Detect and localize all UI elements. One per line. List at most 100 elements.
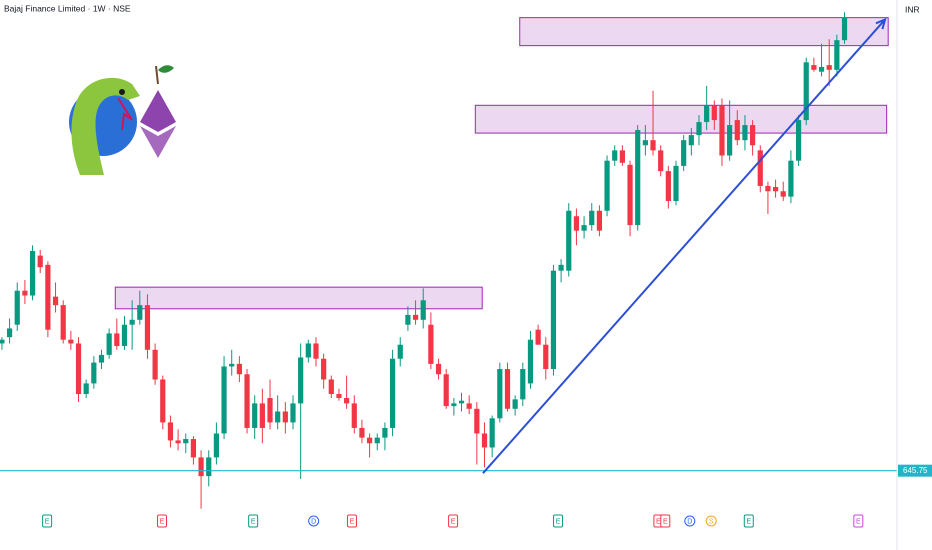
logo-stem [155, 65, 159, 85]
candle-body [742, 125, 748, 141]
candle-body [321, 358, 327, 380]
candle-body [658, 150, 664, 172]
candle-body [98, 354, 105, 363]
candle-body [788, 160, 794, 197]
candle-body [14, 290, 20, 325]
candle-body [60, 305, 66, 340]
candle-body [213, 433, 219, 458]
candle-body [206, 457, 212, 477]
candle-body [221, 366, 227, 434]
candle-body [573, 216, 580, 231]
candle-body [290, 403, 296, 423]
candle-body [642, 140, 648, 146]
event-marker [42, 514, 53, 528]
candle-body [497, 369, 503, 419]
candle-body [688, 135, 694, 146]
candle-body [183, 439, 189, 444]
candle-body [765, 185, 771, 192]
candle-body [412, 314, 419, 320]
candle-body [435, 363, 442, 375]
event-label: D [311, 518, 316, 525]
logo-eth-top [140, 90, 176, 132]
candle-body [750, 125, 756, 146]
event-marker [346, 514, 357, 528]
candle-body [841, 17, 848, 41]
candle-body [650, 140, 656, 151]
candle-body [252, 403, 258, 428]
candle-body [665, 171, 671, 201]
candle-body [106, 333, 112, 355]
candle-body [727, 125, 733, 156]
logo-snake [71, 77, 140, 175]
event-label: E [350, 518, 355, 525]
candle-body [336, 394, 342, 399]
candle-body [282, 411, 288, 423]
candle-body [780, 191, 786, 197]
candle-body [420, 300, 426, 320]
candle-body [543, 344, 549, 370]
candle-body [719, 105, 725, 156]
candle-body [627, 164, 633, 226]
candle-body [704, 105, 710, 123]
candle-body [451, 403, 457, 407]
event-marker [684, 515, 696, 527]
candle-body [275, 411, 281, 423]
event-label: D [687, 518, 692, 525]
event-label: E [663, 518, 668, 525]
candle-body [45, 264, 51, 330]
logo-leaf [158, 65, 174, 73]
candle-body [6, 328, 13, 338]
candle-body [681, 140, 687, 166]
candle-body [244, 374, 250, 428]
candle-body [826, 65, 832, 70]
candle-body [175, 440, 181, 444]
logo [69, 65, 176, 175]
candle-body [581, 225, 587, 231]
candle-body [696, 122, 702, 136]
event-label: E [251, 518, 256, 525]
candle-body [160, 379, 166, 423]
candle-body [772, 186, 779, 192]
chart-title: Bajaj Finance Limited · 1W · NSE [4, 3, 131, 13]
candle-body [566, 210, 572, 271]
candle-body [458, 400, 465, 404]
candle-body [535, 329, 541, 345]
event-marker [553, 514, 564, 528]
event-label: E [556, 518, 561, 525]
event-marker [660, 514, 671, 528]
candle-body [474, 408, 480, 434]
candle-body [190, 439, 197, 458]
candle-body [512, 399, 518, 409]
candle-body [612, 150, 618, 161]
event-label: E [656, 518, 661, 525]
candle-body [673, 165, 679, 201]
candle-body [604, 160, 610, 211]
candle-body [91, 362, 97, 384]
candle-body [129, 319, 135, 325]
candle-body [29, 251, 36, 296]
candle-body [22, 290, 28, 296]
candle-body [405, 314, 411, 325]
candle-body [236, 363, 242, 375]
logo-tongue [117, 97, 133, 131]
candle-body [466, 403, 472, 409]
event-marker [853, 514, 864, 528]
candle-body [811, 65, 817, 70]
candle-body [229, 363, 235, 367]
logo-eth-bottom [140, 126, 176, 158]
logo-eye [119, 89, 125, 95]
event-label: E [856, 518, 861, 525]
event-label: E [160, 518, 165, 525]
candle-body [0, 339, 5, 344]
candle-body [520, 369, 526, 400]
candle-body [313, 343, 319, 359]
candle-body [550, 270, 557, 370]
candle-body [397, 344, 403, 359]
candle-body [344, 398, 350, 404]
candle-body [389, 358, 396, 428]
candle-body [619, 150, 625, 163]
candle-body [114, 333, 120, 346]
candle-body [83, 383, 89, 395]
